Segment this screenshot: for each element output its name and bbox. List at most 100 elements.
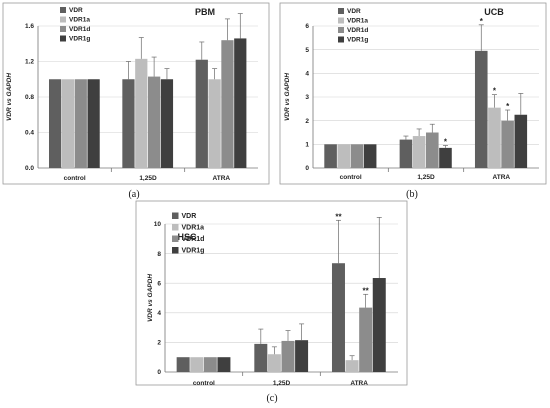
x-tick-label: control [193,380,215,387]
significance-marker: * [506,102,510,111]
chart-title: PBM [195,7,215,17]
legend-swatch-vdr1a [60,16,66,23]
y-axis-label: VDR vs GAPDH [147,274,154,322]
significance-marker: * [493,87,497,96]
bar-vdr-1 [122,79,135,168]
y-tick-label: 0.8 [25,94,34,101]
y-tick-label: 8 [157,251,161,258]
bar-vdr1d-0 [203,357,217,372]
bar-vdr1a-1 [135,58,148,168]
x-tick-label: control [64,175,86,182]
chart-title: UCB [484,7,504,17]
bar-vdr-1 [254,343,268,372]
bar-vdr1g-2 [372,278,386,372]
legend-label-vdr: VDR [347,8,361,15]
x-tick-label: ATRA [493,174,511,181]
legend-label-vdr1g: VDR1g [182,248,205,255]
bar-vdr1d-1 [148,76,161,168]
bar-vdr1a-1 [267,354,281,372]
bar-vdr1a-2 [345,360,359,372]
y-tick-label: 10 [154,221,162,228]
legend-swatch-vdr1d [60,26,66,32]
y-axis-label: VDR vs GAPDH [6,73,13,121]
bar-vdr1g-0 [87,79,100,168]
legend-swatch-vdr [338,8,344,14]
panel-label: (a) [128,189,139,200]
y-tick-label: 0 [157,369,161,376]
y-tick-label: 5 [305,47,309,54]
y-tick-label: 3 [305,94,309,101]
bar-vdr1d-1 [426,132,439,168]
x-tick-label: control [340,174,362,181]
x-tick-label: 1,25D [273,380,291,387]
bar-vdr1d-2 [359,307,373,372]
bar-vdr1d-2 [501,120,514,168]
x-tick-label: 1,25D [417,174,435,181]
bar-vdr1d-2 [221,40,234,169]
y-tick-label: 6 [305,23,309,30]
legend-label-vdr1d: VDR1d [69,26,90,33]
bar-vdr-2 [195,59,208,168]
bar-vdr1a-0 [337,144,351,168]
legend-label-vdr1a: VDR1a [182,225,205,232]
bar-vdr1a-0 [61,79,75,168]
significance-marker: ** [363,286,370,295]
bar-vdr-1 [399,139,413,168]
legend-label-vdr1a: VDR1a [347,18,368,25]
y-tick-label: 0 [305,165,309,172]
bar-vdr1a-2 [488,107,501,168]
legend-label-vdr: VDR [69,7,83,14]
legend-label-vdr: VDR [182,213,197,220]
legend-label-vdr1g: VDR1g [69,36,90,43]
bar-vdr1g-1 [160,79,174,168]
bar-vdr-2 [331,263,345,372]
bar-vdr1a-0 [190,357,204,372]
significance-marker: * [444,138,448,147]
bar-vdr-2 [474,50,488,168]
y-tick-label: 4 [305,71,309,78]
legend-swatch-vdr1d [172,235,179,242]
y-tick-label: 6 [157,280,161,287]
bar-vdr1g-1 [439,147,452,168]
legend-label-vdr1g: VDR1g [347,37,368,44]
significance-marker: * [480,17,484,26]
legend-swatch-vdr [60,7,66,13]
chart-panel-pbm: 0.0 0.4 0.8 1.2 1.6 control 1,25D ATRA PBM VDR vs… [2,2,270,200]
legend-swatch-vdr1g [172,247,179,254]
legend-swatch-vdr1g [338,36,344,43]
legend-label-vdr1d: VDR1d [347,27,368,34]
bar-vdr1g-2 [234,38,247,168]
y-tick-label: 0.0 [25,165,34,172]
y-tick-label: 2 [157,340,161,347]
bar-vdr1g-0 [363,144,377,168]
x-tick-label: 1,25D [139,175,157,182]
legend-swatch-vdr [172,212,179,219]
y-tick-label: 1 [305,142,309,149]
bar-vdr1g-1 [295,340,309,372]
x-tick-label: ATRA [213,175,231,182]
legend-swatch-vdr1g [60,35,66,42]
bar-vdr1d-1 [281,340,295,372]
panel-label: (b) [406,189,418,200]
panel-label: (c) [266,393,277,404]
y-tick-label: 2 [305,118,309,125]
legend-label-vdr1a: VDR1a [69,17,90,24]
bar-vdr1d-0 [74,79,87,168]
y-tick-label: 4 [157,310,161,317]
chart-panel-hsc: 0 2 4 6 8 10 control 1,25D ATRA ** ** HSC VDR vs GAP… [135,200,408,404]
legend-swatch-vdr1a [172,224,179,231]
bar-vdr-0 [324,144,337,168]
bar-vdr1g-2 [514,114,528,168]
y-tick-label: 0.4 [25,130,34,137]
bar-vdr1g-0 [217,357,231,372]
y-tick-label: 1.6 [25,23,34,30]
x-tick-label: ATRA [350,380,368,387]
chart-title: HSC [177,232,197,242]
legend-swatch-vdr1a [338,17,344,24]
y-tick-label: 1.2 [25,59,34,66]
bar-vdr1d-0 [350,144,364,168]
significance-marker: ** [335,212,342,221]
legend-swatch-vdr1d [338,27,344,33]
y-axis-label: VDR vs GAPDH [284,73,291,121]
